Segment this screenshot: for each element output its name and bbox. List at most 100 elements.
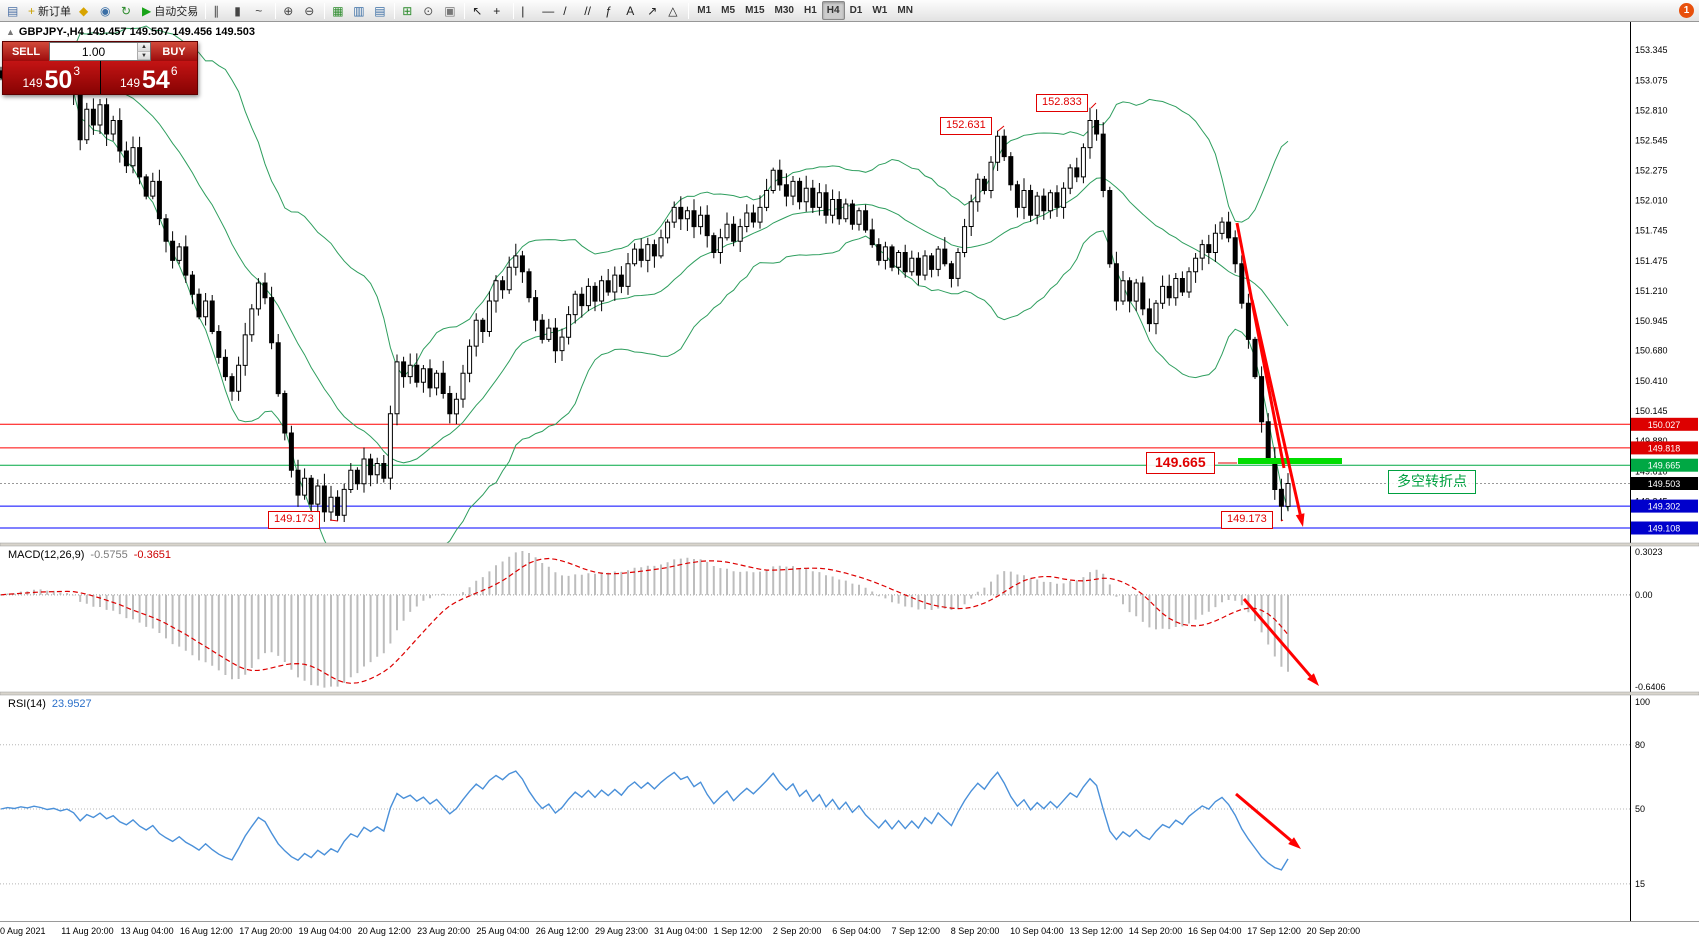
chart-line-icon-glyph: ~ <box>255 3 263 18</box>
svg-text:13 Sep 12:00: 13 Sep 12:00 <box>1069 926 1123 936</box>
svg-text:31 Aug 04:00: 31 Aug 04:00 <box>654 926 707 936</box>
zoom-out-icon[interactable]: ⊖ <box>300 1 321 20</box>
screenshot-icon[interactable]: ▣ <box>440 1 461 20</box>
tile-windows-icon-glyph: ▦ <box>332 3 344 18</box>
shapes-icon[interactable]: △ <box>664 1 685 20</box>
arrange-windows-icon-glyph: ▥ <box>353 3 365 18</box>
price-plot[interactable] <box>0 25 1630 590</box>
vertical-line-icon-glyph: | <box>521 3 525 18</box>
rsi-panel[interactable] <box>0 744 1630 885</box>
zoom-out-icon-glyph: ⊖ <box>304 3 315 18</box>
new-chart-icon-glyph: ⊞ <box>402 3 413 18</box>
annotation-price-149173-left[interactable]: 149.173 <box>268 511 320 529</box>
tile-windows-icon[interactable]: ▦ <box>328 1 349 20</box>
timeframe-mn[interactable]: MN <box>892 1 918 20</box>
svg-text:152.010: 152.010 <box>1635 196 1668 206</box>
toolbar-separator <box>513 2 515 19</box>
new-order-button[interactable]: + 新订单 <box>24 1 75 20</box>
charts-menu[interactable]: ▤ <box>3 1 24 20</box>
annotation-price-149173-right[interactable]: 149.173 <box>1221 511 1273 529</box>
volume-down-icon[interactable]: ▼ <box>137 51 150 60</box>
timeframe-m1[interactable]: M1 <box>692 1 716 20</box>
period-icon[interactable]: ⊙ <box>419 1 440 20</box>
chart-candles-icon[interactable]: ▮ <box>230 1 251 20</box>
svg-text:149.665: 149.665 <box>1648 461 1681 471</box>
data-window-icon-glyph: ◉ <box>100 3 111 18</box>
macd-resize-handle <box>0 542 1699 547</box>
notification-badge[interactable]: 1 <box>1679 3 1694 18</box>
new-chart-icon[interactable]: ⊞ <box>398 1 419 20</box>
macd-value-main: -0.5755 <box>90 549 128 561</box>
annotation-price-152833[interactable]: 152.833 <box>1036 94 1088 112</box>
timeframe-d1[interactable]: D1 <box>845 1 868 20</box>
svg-text:150.145: 150.145 <box>1635 406 1668 416</box>
timeframe-m5[interactable]: M5 <box>716 1 740 20</box>
cursor-icon[interactable]: ↖ <box>468 1 489 20</box>
channel-icon[interactable]: // <box>580 1 601 20</box>
annotation-leader-line <box>1280 519 1284 522</box>
macd-header: MACD(12,26,9) -0.5755 -0.3651 <box>8 549 171 561</box>
chart-line-icon[interactable]: ~ <box>251 1 272 20</box>
sell-button[interactable]: SELL <box>3 42 49 61</box>
timeframe-h1[interactable]: H1 <box>799 1 822 20</box>
axis-price-label <box>1631 499 1698 513</box>
refresh-icon[interactable]: ↻ <box>117 1 138 20</box>
time-axis[interactable]: 10 Aug 2021 11 Aug 20:00 13 Aug 04:00 16 Au… <box>0 926 1360 936</box>
autotrading-button-glyph: ▶ <box>142 3 152 18</box>
vertical-line-icon[interactable]: | <box>517 1 538 20</box>
toolbar-separator <box>205 2 207 19</box>
annotation-price-152631[interactable]: 152.631 <box>940 117 992 135</box>
svg-text:150.680: 150.680 <box>1635 346 1668 356</box>
buy-button[interactable]: BUY <box>151 42 197 61</box>
crosshair-icon[interactable]: + <box>489 1 510 20</box>
svg-text:-0.6406: -0.6406 <box>1635 682 1666 692</box>
autotrading-button[interactable]: ▶ 自动交易 <box>138 1 202 20</box>
buy-price-tile[interactable]: 149 54 6 <box>100 61 197 94</box>
chart-bars-icon[interactable]: ∥ <box>209 1 230 20</box>
horizontal-line-icon[interactable]: — <box>538 1 559 20</box>
macd-panel[interactable] <box>0 551 1630 688</box>
timeframe-m15[interactable]: M15 <box>740 1 769 20</box>
toolbar: ▤ + 新订单 ◆ ◉ ↻ ▶ 自动交易 ∥ ▮ ~ ⊕ ⊖ ▦ ▥ ▤ ⊞ ⊙ ▣ ↖ + | — ///ƒ A ↗ △ M1 M5 M… <box>0 0 1699 22</box>
svg-text:0.3023: 0.3023 <box>1635 547 1663 557</box>
volume-up-icon[interactable]: ▲ <box>137 43 150 52</box>
collapse-panel-icon[interactable]: ▲ <box>6 27 15 37</box>
zoom-in-icon[interactable]: ⊕ <box>279 1 300 20</box>
fibonacci-icon[interactable]: ƒ <box>601 1 622 20</box>
svg-text:25 Aug 04:00: 25 Aug 04:00 <box>476 926 529 936</box>
annotation-leader-line <box>1090 102 1097 109</box>
macd-value-signal: -0.3651 <box>133 549 172 561</box>
metaquotes-icon[interactable]: ◆ <box>75 1 96 20</box>
arrange-windows-icon[interactable]: ▥ <box>349 1 370 20</box>
axis-price-label <box>1631 417 1698 431</box>
panel-separators[interactable] <box>0 542 1699 922</box>
timeframe-w1[interactable]: W1 <box>867 1 892 20</box>
trendline-icon[interactable]: / <box>559 1 580 20</box>
sell-price-pip: 3 <box>73 64 81 78</box>
rsi-resize-handle <box>0 691 1699 696</box>
bollinger-upper-band <box>0 25 1289 378</box>
cascade-windows-icon[interactable]: ▤ <box>370 1 391 20</box>
price-axis[interactable]: 153.345 153.075 152.810 152.545 152.275 152.0… <box>1630 22 1699 921</box>
buy-price-prefix: 149 <box>119 76 141 90</box>
svg-text:149.818: 149.818 <box>1648 443 1681 453</box>
svg-text:15: 15 <box>1635 879 1645 889</box>
volume-input[interactable] <box>50 43 137 60</box>
timeframe-h4[interactable]: H4 <box>821 1 845 20</box>
sell-price-tile[interactable]: 149 50 3 <box>3 61 100 94</box>
data-window-icon[interactable]: ◉ <box>96 1 117 20</box>
horizontal-line-icon-glyph: — <box>542 3 555 18</box>
svg-text:14 Sep 20:00: 14 Sep 20:00 <box>1129 926 1183 936</box>
text-icon[interactable]: A <box>622 1 643 20</box>
svg-text:0.00: 0.00 <box>1635 590 1653 600</box>
highlight-zone <box>1238 458 1342 464</box>
new-order-button-label: 新订单 <box>38 5 72 18</box>
trendline-icon-glyph: / <box>563 3 567 18</box>
macd-scale: 0.3023 0.00 -0.6406 <box>1635 547 1666 692</box>
timeframe-m30[interactable]: M30 <box>770 1 799 20</box>
shapes-icon-glyph: △ <box>668 3 678 18</box>
arrows-tool-icon[interactable]: ↗ <box>643 1 664 20</box>
annotation-price-149665[interactable]: 149.665 <box>1146 452 1215 474</box>
annotation-turning-point[interactable]: 多空转折点 <box>1388 470 1476 494</box>
